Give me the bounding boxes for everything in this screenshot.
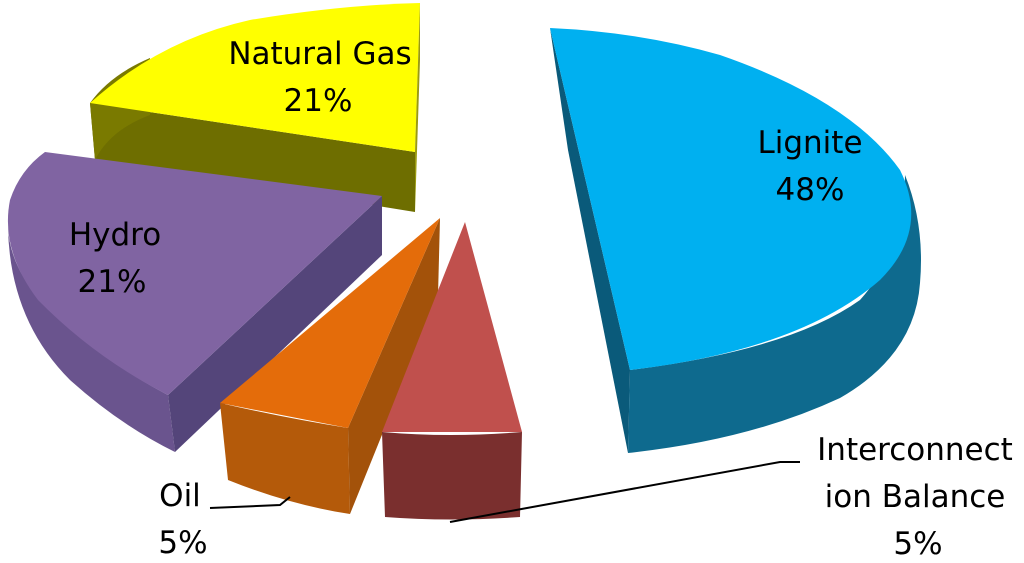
label-lignite-value: 48%: [776, 172, 845, 208]
label-hydro-value: 21%: [78, 264, 147, 300]
slice-lignite-top: [550, 28, 912, 370]
slice-lignite: [550, 28, 921, 453]
slice-lignite-side-cut: [550, 28, 630, 453]
label-interconnection-name-line1: Interconnect: [817, 432, 1013, 468]
slice-hydro-side-outer: [8, 228, 175, 452]
slice-oil-side-front: [220, 403, 350, 514]
slice-interconnection-top: [382, 222, 522, 432]
label-hydro-name: Hydro: [69, 217, 161, 253]
slice-interconnection-balance: [382, 222, 522, 520]
slice-natural-gas-top: [90, 3, 420, 152]
label-natural-gas-name: Natural Gas: [228, 36, 411, 72]
label-oil-name: Oil: [159, 478, 201, 514]
slice-natural-gas-side-right: [415, 3, 420, 212]
label-oil-value: 5%: [158, 525, 207, 561]
slice-interconnection-side-front: [382, 432, 522, 520]
slice-oil: [220, 218, 440, 514]
label-interconnection-value: 5%: [893, 526, 942, 562]
slice-natural-gas: [90, 3, 420, 212]
slice-natural-gas-side-left: [90, 103, 415, 212]
slice-hydro: [7, 152, 383, 452]
slice-oil-top: [220, 218, 440, 428]
leader-line-interconnection: [449, 461, 800, 523]
label-natural-gas-value: 21%: [284, 83, 353, 119]
label-interconnection-name-line2: ion Balance: [825, 479, 1006, 515]
slice-hydro-side-cut: [168, 196, 382, 452]
slice-oil-side-cut: [348, 218, 440, 514]
slice-lignite-side-outer: [628, 175, 921, 453]
label-lignite-name: Lignite: [757, 125, 862, 161]
leader-line-oil: [209, 496, 291, 509]
slice-hydro-top: [7, 152, 383, 395]
